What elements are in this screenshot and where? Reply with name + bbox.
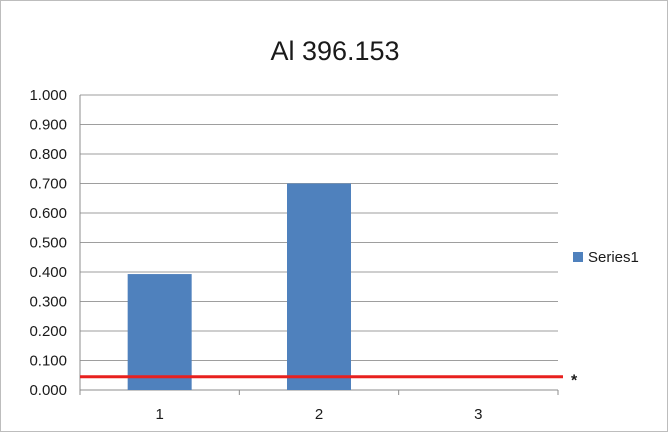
x-tick-label: 1 xyxy=(155,406,163,423)
y-tick-label: 0.300 xyxy=(29,294,67,311)
legend-label: Series1 xyxy=(588,249,639,266)
y-tick-label: 0.600 xyxy=(29,205,67,222)
bar-1 xyxy=(127,274,192,390)
legend-swatch xyxy=(573,252,583,262)
x-tick-label: 3 xyxy=(474,406,482,423)
x-axis-tick-labels: 1 2 3 xyxy=(79,390,559,423)
y-axis-tick-labels: 0.000 0.100 0.200 0.300 0.400 0.500 0.600 0.700… xyxy=(29,87,67,399)
chart-title: Al 396.153 xyxy=(270,36,399,66)
y-tick-label: 0.400 xyxy=(29,264,67,281)
y-tick-label: 0.700 xyxy=(29,176,67,193)
reference-line-group: * xyxy=(80,373,578,390)
y-tick-label: 0.200 xyxy=(29,323,67,340)
y-tick-label: 0.900 xyxy=(29,117,67,134)
y-tick-label: 0.500 xyxy=(29,235,67,252)
legend: Series1 xyxy=(573,249,639,266)
bar-2 xyxy=(287,183,351,390)
y-tick-label: 1.000 xyxy=(29,87,67,104)
reference-line-label: * xyxy=(571,373,578,390)
y-tick-label: 0.000 xyxy=(29,382,67,399)
x-tick-label: 2 xyxy=(315,406,323,423)
bars xyxy=(127,183,351,390)
y-tick-label: 0.100 xyxy=(29,353,67,370)
y-tick-label: 0.800 xyxy=(29,146,67,163)
